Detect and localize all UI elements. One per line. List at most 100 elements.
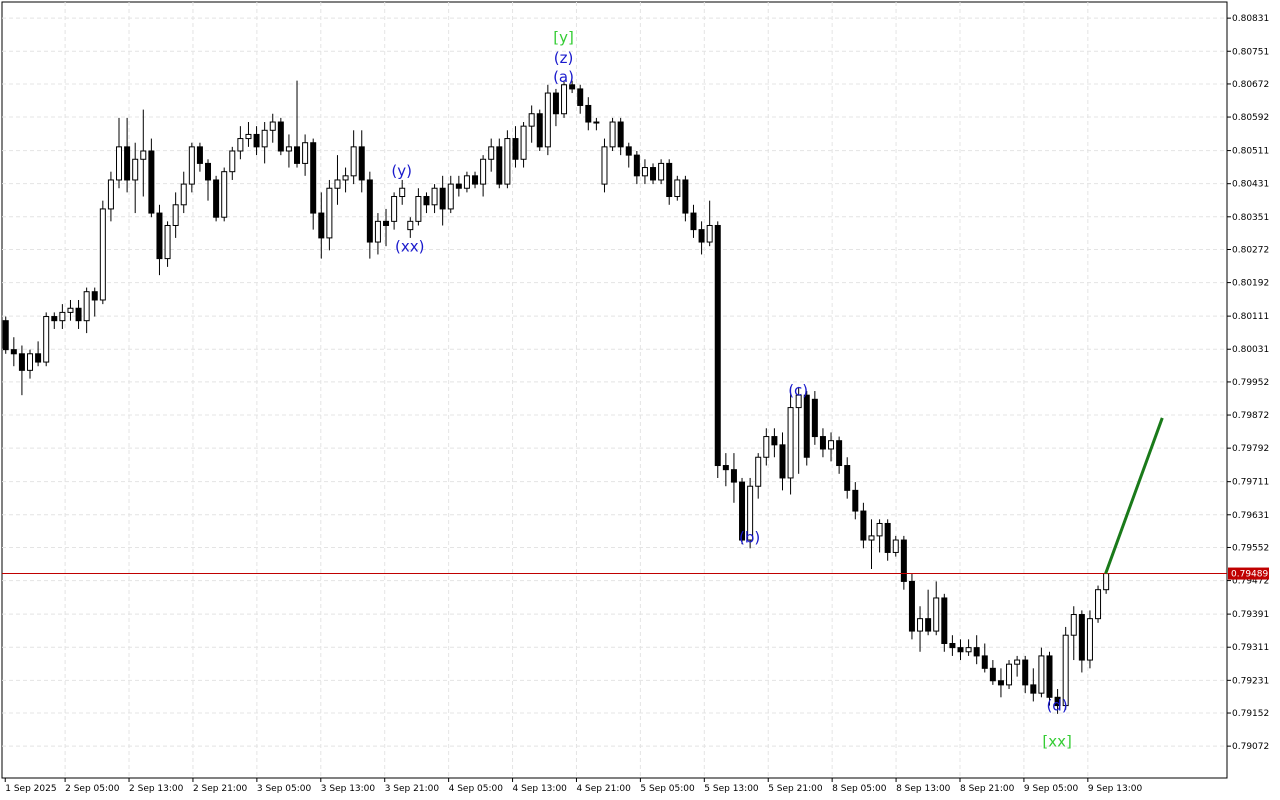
candle-body <box>221 171 228 218</box>
candle-body <box>172 204 179 226</box>
y-tick-label: 0.79872 <box>1232 411 1269 421</box>
candle-body <box>91 291 98 301</box>
candle-body <box>310 142 317 214</box>
candle-body <box>585 104 592 123</box>
x-tick-label: 3 Sep 21:00 <box>385 784 440 794</box>
x-tick-label: 2 Sep 05:00 <box>65 784 120 794</box>
y-tick-label: 0.79792 <box>1232 444 1269 454</box>
candle-body <box>156 212 163 260</box>
candle-body <box>609 121 616 148</box>
candle-body <box>844 465 851 491</box>
candle-body <box>1046 655 1053 698</box>
candle-body <box>124 146 131 181</box>
candle-body <box>860 510 867 541</box>
y-tick-label: 0.80672 <box>1232 80 1269 90</box>
y-tick-label: 0.79391 <box>1232 610 1269 620</box>
projection-line <box>1104 417 1164 575</box>
candle-body <box>561 84 568 115</box>
candle-body <box>59 311 66 322</box>
candle-body <box>277 121 284 152</box>
candle-body <box>536 113 543 148</box>
y-tick-label: 0.79552 <box>1232 543 1269 553</box>
candle-body <box>520 125 527 160</box>
candle-body <box>722 465 729 471</box>
candle-body <box>407 220 414 231</box>
candle-body <box>892 539 899 553</box>
candle-body <box>787 407 794 479</box>
y-tick-label: 0.79711 <box>1232 478 1269 488</box>
candle-body <box>107 179 114 210</box>
candle-body <box>35 353 42 363</box>
candle-body <box>908 580 915 632</box>
wave-label: (c) <box>788 382 808 400</box>
candle-body <box>1095 589 1102 620</box>
y-tick-label: 0.79952 <box>1232 378 1269 388</box>
candle-body <box>415 196 422 222</box>
candle-body <box>334 179 341 189</box>
wave-label: (z) <box>554 49 574 67</box>
candle-body <box>601 146 608 185</box>
candle-body <box>755 456 762 487</box>
candle-body <box>51 316 58 322</box>
candle-body <box>682 179 689 214</box>
candle-body <box>1103 573 1110 591</box>
candle-body <box>253 133 260 148</box>
candle-body <box>658 162 665 181</box>
candle-body <box>399 187 406 198</box>
candle-body <box>925 618 932 632</box>
y-tick-label: 0.80751 <box>1232 47 1269 57</box>
y-tick-label: 0.79472 <box>1232 577 1269 587</box>
candle-body <box>528 113 535 127</box>
candle-body <box>666 162 673 198</box>
x-tick-label: 3 Sep 13:00 <box>321 784 376 794</box>
candle-body <box>706 224 713 243</box>
candle-body <box>1030 684 1037 694</box>
candle-body <box>884 522 891 553</box>
candle-body <box>1014 659 1021 665</box>
y-tick-label: 0.79311 <box>1232 643 1269 653</box>
candle-body <box>739 481 746 541</box>
candle-body <box>245 133 252 140</box>
candle-body <box>633 154 640 177</box>
candle-body <box>973 647 980 657</box>
candle-body <box>690 212 697 231</box>
candle-body <box>852 489 859 512</box>
candle-body <box>318 212 325 239</box>
candle-body <box>625 146 632 156</box>
y-tick-label: 0.80192 <box>1232 279 1269 289</box>
candle-body <box>1022 659 1029 686</box>
candle-body <box>819 436 826 450</box>
candle-body <box>1086 618 1093 661</box>
y-tick-label: 0.79152 <box>1232 709 1269 719</box>
y-tick-label: 0.80831 <box>1232 14 1269 24</box>
candle-body <box>294 146 301 164</box>
candle-body <box>423 196 430 206</box>
candle-body <box>132 158 139 181</box>
x-tick-label: 2 Sep 21:00 <box>193 784 248 794</box>
candle-body <box>593 121 600 124</box>
candle-body <box>447 183 454 210</box>
candle-body <box>374 220 381 243</box>
x-tick-label: 1 Sep 2025 <box>5 784 56 794</box>
candle-body <box>1078 614 1085 661</box>
candle-body <box>43 316 50 363</box>
candle-body <box>965 647 972 653</box>
x-tick-label: 9 Sep 13:00 <box>1088 784 1143 794</box>
candle-body <box>1038 655 1045 694</box>
candle-body <box>504 138 511 185</box>
candle-body <box>617 121 624 148</box>
candle-body <box>933 597 940 632</box>
y-tick-label: 0.80431 <box>1232 180 1269 190</box>
x-tick-label: 5 Sep 21:00 <box>768 784 823 794</box>
candle-body <box>795 394 802 409</box>
candle-body <box>391 196 398 222</box>
x-tick-label: 4 Sep 21:00 <box>576 784 631 794</box>
candle-body <box>747 485 754 541</box>
candle-body <box>383 220 390 226</box>
wave-label: (b) <box>739 528 760 546</box>
candle-body <box>326 187 333 239</box>
candle-body <box>803 394 810 458</box>
candle-body <box>917 618 924 632</box>
candle-body <box>650 167 657 181</box>
